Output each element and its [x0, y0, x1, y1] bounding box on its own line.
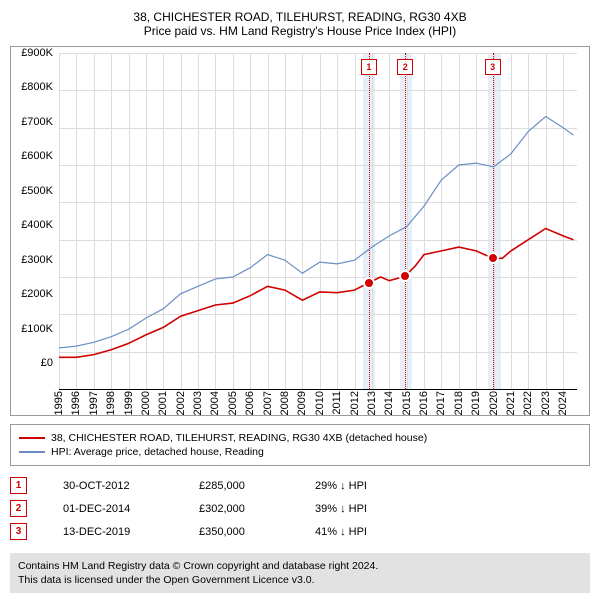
marker-table-row: 2 01-DEC-2014 £302,000 39% ↓ HPI [10, 497, 590, 520]
marker-date: 13-DEC-2019 [63, 526, 163, 538]
marker-date: 30-OCT-2012 [63, 480, 163, 492]
footer-line-1: Contains HM Land Registry data © Crown c… [18, 559, 582, 573]
x-tick-label: 2001 [157, 391, 169, 415]
x-tick-label: 2011 [331, 391, 343, 415]
sale-marker-dot [363, 277, 375, 289]
marker-table-row: 1 30-OCT-2012 £285,000 29% ↓ HPI [10, 474, 590, 497]
x-tick-label: 2022 [522, 391, 534, 415]
x-tick-label: 1998 [105, 391, 117, 415]
y-tick-label: £0 [41, 357, 53, 369]
marker-delta: 41% ↓ HPI [315, 526, 367, 538]
x-tick-label: 2024 [557, 391, 569, 415]
x-tick-label: 2002 [175, 391, 187, 415]
marker-delta: 39% ↓ HPI [315, 503, 367, 515]
marker-badge: 2 [10, 500, 27, 517]
y-tick-label: £600K [21, 150, 53, 162]
marker-price: £302,000 [199, 503, 279, 515]
marker-table-row: 3 13-DEC-2019 £350,000 41% ↓ HPI [10, 520, 590, 543]
marker-date: 01-DEC-2014 [63, 503, 163, 515]
y-tick-label: £800K [21, 81, 53, 93]
marker-price: £285,000 [199, 480, 279, 492]
x-tick-label: 2006 [244, 391, 256, 415]
legend: 38, CHICHESTER ROAD, TILEHURST, READING,… [10, 424, 590, 466]
x-tick-label: 2015 [401, 391, 413, 415]
x-tick-label: 2004 [209, 391, 221, 415]
y-tick-label: £300K [21, 254, 53, 266]
x-tick-label: 2019 [470, 391, 482, 415]
legend-item: HPI: Average price, detached house, Read… [19, 445, 581, 459]
sale-marker-label: 3 [485, 59, 501, 75]
x-tick-label: 1996 [70, 391, 82, 415]
x-tick-label: 2018 [453, 391, 465, 415]
x-axis: 1995199619971998199920002001200220032004… [59, 363, 577, 409]
legend-swatch [19, 437, 45, 439]
legend-swatch [19, 451, 45, 453]
x-tick-label: 2000 [140, 391, 152, 415]
y-axis: £0 £100K £200K £300K £400K £500K £600K £700K £80… [17, 53, 59, 389]
y-tick-label: £400K [21, 219, 53, 231]
x-tick-label: 2017 [435, 391, 447, 415]
x-tick-label: 2003 [192, 391, 204, 415]
sale-marker-label: 1 [361, 59, 377, 75]
series-property [59, 229, 573, 358]
series-hpi [59, 117, 573, 348]
x-tick-label: 2008 [279, 391, 291, 415]
x-tick-label: 2014 [383, 391, 395, 415]
x-tick-label: 2020 [488, 391, 500, 415]
y-tick-label: £700K [21, 116, 53, 128]
x-tick-label: 1995 [53, 391, 65, 415]
title-line-2: Price paid vs. HM Land Registry's House … [10, 24, 590, 38]
x-tick-label: 2005 [227, 391, 239, 415]
legend-label: 38, CHICHESTER ROAD, TILEHURST, READING,… [51, 432, 427, 444]
sale-marker-dot [399, 270, 411, 282]
y-tick-label: £200K [21, 288, 53, 300]
marker-delta: 29% ↓ HPI [315, 480, 367, 492]
x-tick-label: 2016 [418, 391, 430, 415]
x-tick-label: 1997 [88, 391, 100, 415]
y-tick-label: £900K [21, 47, 53, 59]
marker-badge: 1 [10, 477, 27, 494]
x-tick-label: 2021 [505, 391, 517, 415]
x-tick-label: 1999 [123, 391, 135, 415]
plot-area: £0 £100K £200K £300K £400K £500K £600K £700K £80… [17, 53, 583, 409]
x-tick-label: 2010 [314, 391, 326, 415]
footer-line-2: This data is licensed under the Open Gov… [18, 573, 582, 587]
x-tick-label: 2009 [296, 391, 308, 415]
marker-price: £350,000 [199, 526, 279, 538]
footer: Contains HM Land Registry data © Crown c… [10, 553, 590, 593]
legend-item: 38, CHICHESTER ROAD, TILEHURST, READING,… [19, 431, 581, 445]
legend-label: HPI: Average price, detached house, Read… [51, 446, 264, 458]
x-tick-label: 2023 [540, 391, 552, 415]
y-tick-label: £100K [21, 323, 53, 335]
title-line-1: 38, CHICHESTER ROAD, TILEHURST, READING,… [10, 10, 590, 24]
x-tick-label: 2012 [349, 391, 361, 415]
sale-marker-label: 2 [397, 59, 413, 75]
y-tick-label: £500K [21, 185, 53, 197]
sale-marker-dot [487, 252, 499, 264]
x-tick-label: 2013 [366, 391, 378, 415]
markers-table: 1 30-OCT-2012 £285,000 29% ↓ HPI 2 01-DEC-201… [10, 474, 590, 543]
x-tick-label: 2007 [262, 391, 274, 415]
chart-container: £0 £100K £200K £300K £400K £500K £600K £700K £80… [10, 46, 590, 416]
plot-svg: 1 2 3 [59, 53, 577, 389]
chart-title-block: 38, CHICHESTER ROAD, TILEHURST, READING,… [10, 10, 590, 38]
marker-badge: 3 [10, 523, 27, 540]
